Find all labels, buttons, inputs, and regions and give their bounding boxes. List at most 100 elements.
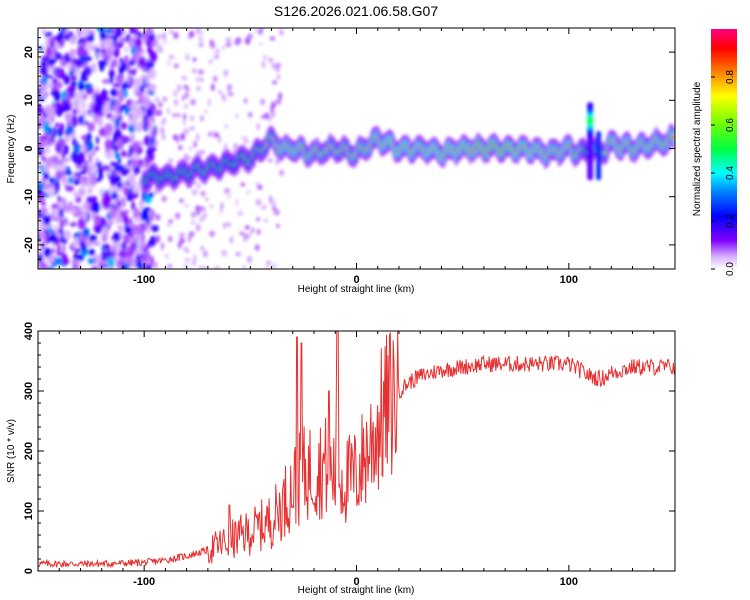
spectrogram-noise-cell bbox=[267, 158, 273, 163]
spectrogram-noise-cell bbox=[145, 264, 152, 269]
spectrogram-noise-cell bbox=[247, 34, 253, 39]
spectrogram-noise-cell bbox=[149, 50, 158, 63]
spectrogram-noise-cell bbox=[259, 185, 262, 190]
spectrogram-noise-cell bbox=[117, 224, 123, 230]
spectrogram-noise-cell bbox=[183, 85, 189, 90]
spectrogram-noise-cell bbox=[120, 122, 128, 130]
spectrogram-noise-cell bbox=[123, 226, 133, 234]
spectrogram-noise-cell bbox=[180, 133, 186, 141]
y-tick-label: 10 bbox=[23, 94, 35, 106]
spectrogram-noise-cell bbox=[57, 242, 61, 254]
spectrogram-noise-cell bbox=[84, 140, 94, 152]
spectrogram-noise-cell bbox=[53, 225, 60, 233]
spectrogram-noise-cell bbox=[69, 36, 74, 45]
spectrogram-noise-cell bbox=[106, 47, 113, 57]
spectrogram-noise-cell bbox=[235, 114, 239, 118]
spectrogram-noise-cell bbox=[90, 162, 97, 175]
spectrogram-noise-cell bbox=[209, 39, 214, 46]
spectrogram-noise-cell bbox=[199, 41, 204, 48]
spectrogram-noise-cell bbox=[101, 243, 105, 253]
spectrogram-noise-cell bbox=[38, 104, 43, 115]
spectrogram-noise-cell bbox=[129, 28, 135, 35]
spectrogram-noise-cell bbox=[87, 122, 95, 132]
colorbar-tick-label: 0.8 bbox=[725, 70, 736, 84]
spectrogram-noise-cell bbox=[168, 235, 173, 243]
x-tick-label: -100 bbox=[133, 576, 155, 588]
spectrogram-noise-cell bbox=[42, 213, 51, 226]
spectrogram-noise-cell bbox=[56, 215, 62, 223]
spectrogram-noise-cell bbox=[219, 208, 223, 214]
spectrogram-noise-cell bbox=[163, 118, 166, 123]
snr-xlabel: Height of straight line (km) bbox=[298, 585, 415, 596]
spectrogram-noise-cell bbox=[102, 226, 110, 237]
colorbar-ticks: 0.0 0.2 0.4 0.6 0.8 bbox=[711, 70, 736, 276]
spectrogram-noise-cell bbox=[134, 207, 139, 214]
spectrogram-noise-cell bbox=[105, 151, 114, 159]
spectrogram-noise-cell bbox=[94, 95, 103, 105]
spectrogram-noise-cell bbox=[121, 197, 126, 208]
spectrogram-noise-cell bbox=[271, 101, 276, 109]
spectrogram-noise-cell bbox=[240, 182, 246, 187]
spectrogram-noise-cell bbox=[264, 219, 268, 223]
spectrogram-noise-cell bbox=[136, 45, 143, 54]
spectrogram-noise-cell bbox=[144, 155, 151, 165]
spectrogram-noise-cell bbox=[51, 248, 56, 253]
spectrogram-noise-cell bbox=[80, 100, 87, 110]
spectrogram-noise-cell bbox=[129, 59, 136, 66]
spectrogram-noise-cell bbox=[260, 205, 265, 210]
spectrogram-noise-cell bbox=[61, 90, 67, 100]
spectrogram-noise-cell bbox=[61, 161, 66, 173]
spectrogram-ylabel: Frequency (Hz) bbox=[6, 115, 17, 184]
spectrogram-noise-cell bbox=[54, 35, 59, 41]
spectrogram-noise-cell bbox=[64, 135, 71, 143]
spectrogram-noise-cell bbox=[175, 212, 181, 220]
spectrogram-noise-cell bbox=[161, 133, 166, 141]
colorbar-tick-label: 0.0 bbox=[725, 262, 736, 276]
spectrogram-noise-cell bbox=[259, 28, 263, 35]
spectrogram-noise-cell bbox=[185, 53, 190, 61]
spectrogram-noise-cell bbox=[260, 98, 265, 106]
spectrogram-noise-cell bbox=[68, 201, 74, 212]
spectrogram-noise-cell bbox=[116, 206, 123, 211]
spectrogram-noise-cell bbox=[220, 202, 224, 210]
spectrogram-noise-cell bbox=[177, 84, 181, 92]
spectrogram-noise-cell bbox=[150, 225, 155, 230]
spectrogram-noise-cell bbox=[175, 113, 181, 117]
spectrogram-noise-cell bbox=[71, 115, 78, 128]
spectrogram-noise-cell bbox=[129, 77, 133, 83]
spectrogram-noise-cell bbox=[184, 258, 191, 262]
spectrogram-noise-cell bbox=[132, 166, 141, 172]
spectrogram-noise-cell bbox=[192, 260, 196, 266]
spectrogram-noise-cell bbox=[62, 218, 69, 225]
spectrogram-noise-cell bbox=[203, 212, 207, 218]
spectrogram-noise-cell bbox=[43, 232, 47, 243]
spectrogram-noise-cell bbox=[277, 74, 280, 80]
spectrogram-noise-cell bbox=[40, 89, 45, 100]
spectrogram-noise-cell bbox=[149, 209, 155, 221]
spectrogram-noise-cell bbox=[109, 208, 117, 219]
spectrogram-noise-cell bbox=[40, 61, 48, 67]
spectrogram-noise-cell bbox=[49, 74, 53, 79]
spectrogram-noise-cell bbox=[179, 198, 184, 203]
spectrogram-noise-cell bbox=[84, 160, 88, 166]
spectrogram-noise-cell bbox=[102, 166, 111, 170]
spectrogram-noise-cell bbox=[99, 60, 105, 72]
spectrogram-noise-cell bbox=[84, 56, 92, 62]
spectrogram-noise-cell bbox=[161, 243, 164, 251]
spectrogram-noise-cell bbox=[55, 66, 62, 79]
spectrogram-noise-cell bbox=[269, 36, 276, 41]
spectrogram-noise-cell bbox=[148, 83, 157, 92]
spectrogram-noise-cell bbox=[58, 144, 64, 149]
spectrogram-noise-cell bbox=[109, 72, 114, 85]
spectrogram-noise-cell bbox=[87, 67, 92, 76]
spectrogram-noise-cell bbox=[154, 111, 161, 116]
spectrogram-noise-cell bbox=[136, 99, 140, 105]
spectrogram-noise-cell bbox=[72, 174, 79, 180]
spectrogram-noise-cell bbox=[43, 146, 51, 155]
spectrogram-noise-cell bbox=[192, 67, 197, 74]
spectrogram-noise-cell bbox=[142, 90, 148, 99]
spectrogram-noise-cell bbox=[43, 120, 50, 133]
spectrogram-noise-cell bbox=[167, 264, 173, 269]
spectrogram-noise-cell bbox=[38, 45, 44, 51]
spectrogram-noise-cell bbox=[191, 189, 198, 196]
